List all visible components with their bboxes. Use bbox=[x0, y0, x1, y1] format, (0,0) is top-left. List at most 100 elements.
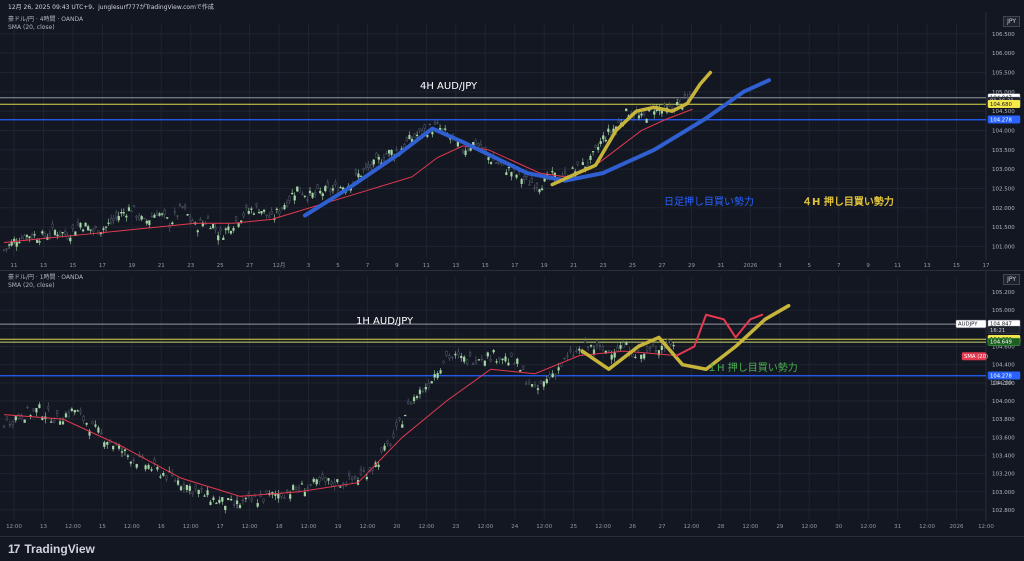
candle-body bbox=[594, 144, 597, 148]
candle-body bbox=[495, 162, 498, 164]
candle-body bbox=[439, 370, 442, 374]
candle-body bbox=[135, 215, 138, 218]
candle-body bbox=[165, 475, 168, 480]
candle-body bbox=[47, 406, 50, 410]
candle-body bbox=[348, 473, 351, 476]
currency-label[interactable]: JPY bbox=[1003, 274, 1020, 285]
tradingview-logo[interactable]: 17 TradingView bbox=[8, 542, 95, 556]
candle-body bbox=[513, 363, 516, 365]
candle-body bbox=[386, 441, 389, 444]
candle-body bbox=[599, 141, 602, 144]
candle-body bbox=[316, 184, 319, 189]
x-tick-label: 5 bbox=[808, 263, 812, 269]
candle-body bbox=[551, 373, 554, 378]
chart-svg-4h[interactable]: 11 13 15 17 19 21 23 25 27 12月 3 5 7 9 11 13 15 17 19 21 23 2… bbox=[0, 12, 1024, 270]
candle-body bbox=[617, 120, 620, 123]
candle-body bbox=[528, 184, 531, 186]
candle-body bbox=[163, 209, 166, 215]
candle-body bbox=[651, 344, 655, 348]
x-tick-label: 11 bbox=[11, 263, 18, 269]
candle-body bbox=[162, 473, 165, 476]
candle-body bbox=[234, 216, 238, 221]
indicator-line: SMA (20, close) bbox=[8, 282, 55, 289]
candle-body bbox=[82, 416, 85, 422]
candle-body bbox=[76, 221, 80, 226]
candle-body bbox=[666, 339, 669, 344]
candle-body bbox=[107, 222, 110, 224]
annotation-text: ４H 押し目買い勢力 bbox=[802, 195, 894, 208]
candle-body bbox=[390, 149, 393, 155]
candle-body bbox=[181, 206, 184, 208]
candle-body bbox=[230, 499, 233, 501]
candle-body bbox=[199, 219, 202, 221]
candle-body bbox=[330, 481, 333, 485]
candle-body bbox=[581, 162, 584, 165]
candle-body bbox=[143, 217, 146, 220]
candle-body bbox=[214, 227, 217, 230]
candle-body bbox=[359, 175, 363, 177]
candle-body bbox=[2, 425, 6, 428]
candle-body bbox=[224, 228, 227, 231]
candle-body bbox=[536, 388, 540, 391]
y-tick-label: 103.600 bbox=[992, 435, 1015, 441]
candle-body bbox=[404, 414, 407, 417]
chart-svg-1h[interactable]: 12:00 13 12:00 15 12:00 16 12:00 17 12:00 18 12:00… bbox=[0, 271, 1024, 535]
candle-body bbox=[241, 499, 245, 502]
candle-body bbox=[598, 345, 601, 347]
blue-trend-curve bbox=[302, 78, 771, 218]
candle-body bbox=[602, 135, 605, 140]
candle-body bbox=[372, 159, 375, 165]
y-tick-label: 104.400 bbox=[992, 363, 1015, 369]
candle-body bbox=[686, 97, 689, 99]
candle-body bbox=[405, 137, 408, 142]
candle-body bbox=[247, 493, 250, 497]
candle-body bbox=[427, 383, 430, 388]
candle-body bbox=[563, 357, 566, 360]
candle-body bbox=[36, 239, 39, 243]
y-tick-label: 103.000 bbox=[992, 167, 1015, 173]
candle-body bbox=[625, 342, 628, 345]
chart-pane-4h[interactable]: 11 13 15 17 19 21 23 25 27 12月 3 5 7 9 11 13 15 17 19 21 23 2… bbox=[0, 12, 1024, 271]
candle-body bbox=[520, 179, 523, 184]
x-tick-label: 12:00 bbox=[418, 524, 434, 530]
candle-body bbox=[274, 493, 277, 496]
price-tag-label: 104.278 bbox=[990, 117, 1013, 123]
candle-body bbox=[127, 207, 131, 211]
price-tag-yellow bbox=[987, 99, 1021, 108]
candle-body bbox=[436, 373, 439, 378]
candle-body bbox=[159, 476, 162, 478]
x-tick-label: 27 bbox=[659, 263, 666, 269]
candle-body bbox=[645, 118, 648, 123]
candle-body bbox=[194, 484, 197, 490]
chart-pane-1h[interactable]: 12:00 13 12:00 15 12:00 16 12:00 17 12:00 18 12:00… bbox=[0, 271, 1024, 535]
candle-body bbox=[211, 223, 215, 229]
x-tick-label: 26 bbox=[629, 524, 636, 530]
candle-body bbox=[87, 226, 90, 231]
candle-body bbox=[454, 353, 457, 356]
y-tick-label: 101.000 bbox=[992, 244, 1015, 250]
candle-body bbox=[288, 196, 291, 201]
x-tick-label: 3 bbox=[307, 263, 311, 269]
x-tick-label: 29 bbox=[776, 524, 783, 530]
candle-body bbox=[497, 162, 500, 165]
y-tick-label: 106.500 bbox=[992, 32, 1015, 38]
candle-body bbox=[385, 153, 388, 155]
candle-body bbox=[260, 211, 263, 214]
candle-body bbox=[123, 449, 127, 452]
candle-body bbox=[436, 122, 439, 124]
candle-body bbox=[637, 115, 641, 119]
x-tick-label: 9 bbox=[395, 263, 399, 269]
candle-body bbox=[584, 339, 587, 343]
x-tick-label: 12:00 bbox=[242, 524, 258, 530]
x-tick-label: 12:00 bbox=[65, 524, 81, 530]
candle-body bbox=[471, 363, 475, 365]
candle-body bbox=[158, 213, 161, 216]
candle-body bbox=[367, 164, 370, 168]
candle-body bbox=[222, 237, 225, 240]
candle-body bbox=[339, 486, 342, 488]
annotation-text: 1H AUD/JPY bbox=[356, 316, 414, 327]
candle-body bbox=[280, 493, 283, 497]
candle-body bbox=[23, 235, 26, 241]
currency-label[interactable]: JPY bbox=[1003, 16, 1020, 27]
candle-body bbox=[232, 228, 235, 231]
